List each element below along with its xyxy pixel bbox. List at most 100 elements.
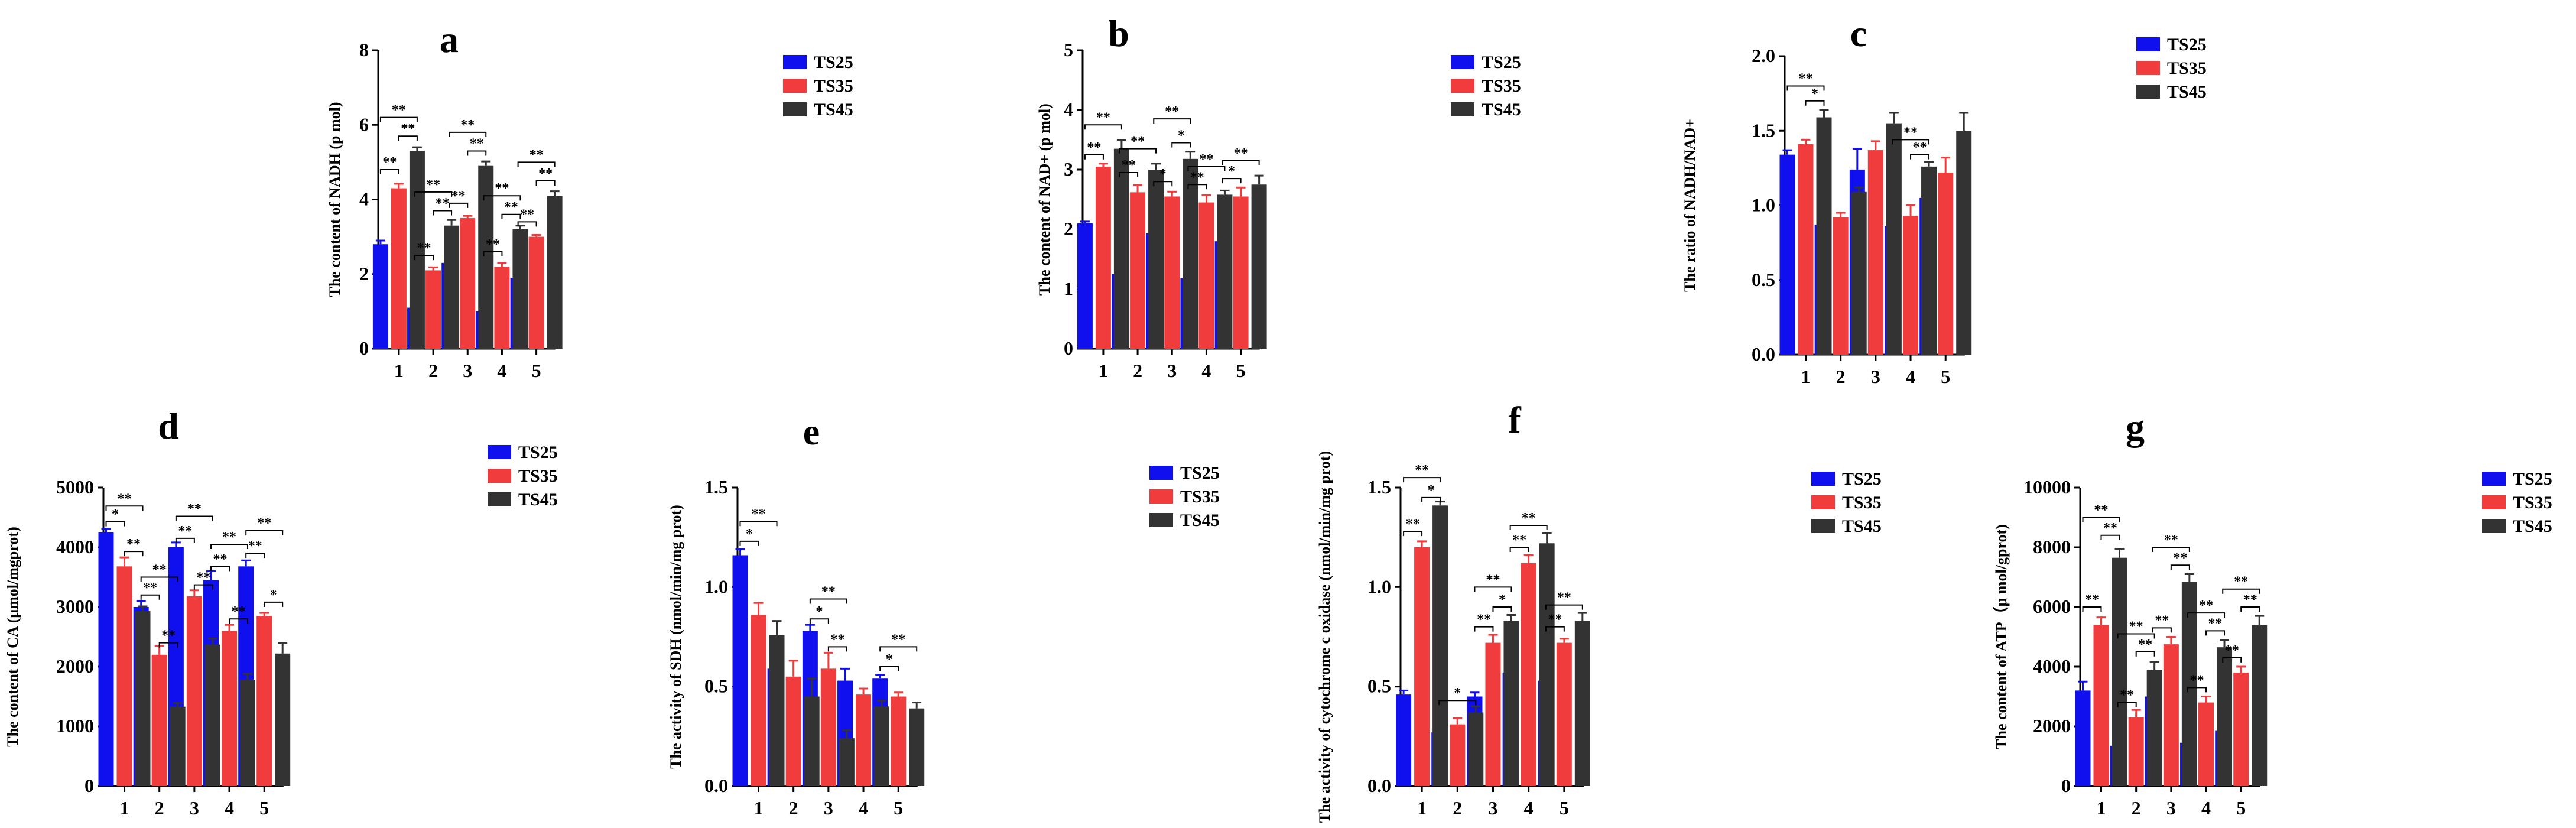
bar-ts35-2 xyxy=(1450,724,1466,786)
bar-ts45-5 xyxy=(1251,184,1267,349)
significance-bracket xyxy=(1545,604,1583,610)
significance-label: * xyxy=(1454,686,1461,701)
y-axis-title: The content of ATP（μ mol/gprot) xyxy=(1993,524,2010,749)
y-tick-label: 0.0 xyxy=(1367,775,1391,796)
significance-label: ** xyxy=(2138,637,2152,652)
significance-label: ** xyxy=(2199,598,2213,613)
significance-label: ** xyxy=(401,121,415,137)
significance-label: ** xyxy=(2225,643,2239,658)
significance-label: ** xyxy=(1096,110,1110,125)
significance-label: ** xyxy=(2190,673,2204,688)
legend-label-ts45: TS45 xyxy=(1482,100,1521,119)
legend-label-ts25: TS25 xyxy=(1180,463,1220,483)
significance-bracket xyxy=(433,210,453,216)
legend-label-ts45: TS45 xyxy=(2167,82,2207,102)
significance-label: ** xyxy=(232,604,246,619)
significance-label: ** xyxy=(821,585,836,600)
significance-bracket xyxy=(245,553,265,559)
bar-ts35-2 xyxy=(2128,717,2144,786)
bar-ts45-3 xyxy=(1503,621,1519,786)
significance-bracket xyxy=(1187,165,1226,171)
significance-bracket xyxy=(175,515,213,521)
significance-label: ** xyxy=(891,632,905,647)
significance-label: ** xyxy=(426,177,440,193)
significance-bracket xyxy=(1119,172,1139,178)
significance-label: ** xyxy=(152,563,167,578)
significance-label: ** xyxy=(1486,572,1500,587)
panel-letter: b xyxy=(1108,12,1129,54)
y-axis-title: The activity of SDH (nmol/min/mg prot) xyxy=(667,505,684,769)
significance-bracket xyxy=(827,646,847,652)
bar-ts45-4 xyxy=(240,680,256,786)
y-tick-label: 0.5 xyxy=(704,676,728,697)
x-tick-label: 2 xyxy=(155,797,164,819)
chart-panel-f: f 0.0 0.5 1.0 1.5 1 2 3 4 5 The activity of cytoch… xyxy=(1316,399,1882,823)
significance-label: * xyxy=(1811,86,1818,102)
significance-label: ** xyxy=(118,491,132,506)
significance-label: ** xyxy=(538,166,553,181)
significance-bracket xyxy=(398,135,418,141)
significance-label: ** xyxy=(1415,463,1429,478)
significance-bracket xyxy=(1786,85,1825,91)
significance-bracket xyxy=(1910,154,1930,160)
x-tick-label: 5 xyxy=(2236,797,2246,819)
significance-label: * xyxy=(1228,164,1235,179)
significance-label: ** xyxy=(126,537,141,552)
significance-bracket xyxy=(2117,633,2155,639)
significance-label: ** xyxy=(417,241,431,256)
significance-label: ** xyxy=(392,103,406,118)
significance-label: ** xyxy=(1512,532,1526,548)
significance-label: ** xyxy=(1190,170,1204,185)
y-axis-title: The content of NAD+ (p mol) xyxy=(1036,103,1053,296)
bar-ts35-1 xyxy=(1798,144,1814,355)
y-tick-label: 0 xyxy=(85,775,94,796)
y-tick-label: 0.0 xyxy=(704,775,728,796)
significance-bracket xyxy=(501,213,521,219)
panel-letter: c xyxy=(1850,12,1867,54)
significance-label: ** xyxy=(2129,619,2143,634)
legend-swatch-ts35 xyxy=(488,469,511,483)
significance-label: ** xyxy=(504,200,518,215)
legend-swatch-ts35 xyxy=(2136,61,2160,75)
significance-label: ** xyxy=(752,506,766,522)
x-tick-label: 1 xyxy=(1417,797,1427,819)
bar-ts35-2 xyxy=(425,270,441,349)
bar-ts35-5 xyxy=(528,236,544,349)
y-tick-label: 0 xyxy=(359,337,369,359)
bar-ts45-5 xyxy=(1956,131,1972,355)
legend-swatch-ts35 xyxy=(1451,79,1474,93)
bar-ts35-3 xyxy=(820,668,836,786)
bar-ts35-5 xyxy=(2233,673,2249,786)
y-tick-label: 6 xyxy=(359,113,369,135)
significance-label: ** xyxy=(213,551,228,567)
legend-label-ts35: TS35 xyxy=(2167,59,2207,78)
bar-ts35-2 xyxy=(785,676,801,786)
significance-label: * xyxy=(1159,167,1167,182)
panel-letter: e xyxy=(803,411,820,453)
legend-label-ts45: TS45 xyxy=(2513,517,2552,536)
significance-bracket xyxy=(414,191,453,197)
bar-ts25-1 xyxy=(1779,154,1795,355)
significance-bracket xyxy=(483,251,503,256)
x-tick-label: 1 xyxy=(2097,797,2106,819)
x-tick-label: 1 xyxy=(1801,366,1811,387)
significance-bracket xyxy=(517,161,556,167)
y-axis-title: The content of CA (μmol/mgprot) xyxy=(4,527,21,746)
bar-ts45-2 xyxy=(444,225,460,349)
y-tick-label: 4 xyxy=(1064,99,1073,120)
chart-panel-d: d 0 1000 2000 3000 4000 5000 1 2 3 4 5 The content o… xyxy=(4,405,558,819)
significance-bracket xyxy=(879,646,918,652)
y-tick-label: 4000 xyxy=(56,536,94,557)
x-tick-label: 1 xyxy=(754,797,764,819)
significance-bracket xyxy=(1421,496,1441,502)
x-tick-label: 3 xyxy=(463,360,472,381)
significance-bracket xyxy=(1153,181,1173,187)
significance-label: ** xyxy=(161,628,176,644)
significance-label: * xyxy=(270,587,277,603)
chart-panel-e: e 0.0 0.5 1.0 1.5 1 2 3 4 5 The activity of SDH (n… xyxy=(667,411,1220,819)
significance-bracket xyxy=(1474,586,1512,592)
significance-bracket xyxy=(158,642,178,648)
legend-swatch-ts35 xyxy=(783,79,807,93)
x-tick-label: 1 xyxy=(120,797,129,819)
legend-swatch-ts45 xyxy=(783,102,807,116)
